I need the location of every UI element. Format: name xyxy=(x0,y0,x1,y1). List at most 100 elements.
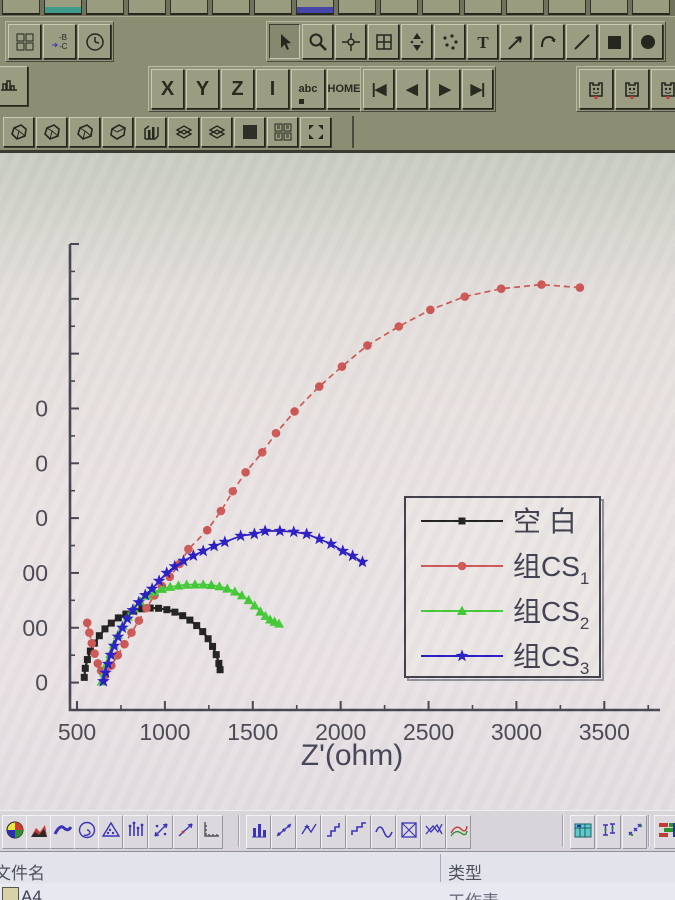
file-list-row[interactable]: A4 工作表 xyxy=(0,883,675,900)
y-tick-label: 00 xyxy=(22,615,48,641)
pointer-tool-button[interactable] xyxy=(269,24,300,59)
marker-star xyxy=(132,595,145,608)
column-resize-handle[interactable] xyxy=(440,854,441,882)
3d-rotate-y-button[interactable] xyxy=(36,117,67,147)
zoom-tool-button[interactable] xyxy=(302,24,333,59)
move-column-button[interactable]: -B -C xyxy=(43,24,76,59)
bug-button-3[interactable] xyxy=(651,69,675,109)
partial-button[interactable] xyxy=(632,0,670,15)
partial-button[interactable] xyxy=(170,0,208,15)
curve-chart-button[interactable] xyxy=(50,815,75,849)
label-column-button[interactable]: abc xyxy=(291,69,325,109)
color-grid-button[interactable] xyxy=(654,815,675,849)
partial-button[interactable] xyxy=(86,0,124,15)
line-symbol-button[interactable] xyxy=(271,815,296,849)
partial-button[interactable] xyxy=(212,0,250,15)
error-bars-button[interactable] xyxy=(596,815,621,849)
box-x-icon xyxy=(399,820,419,845)
set-x-button[interactable]: X xyxy=(151,69,184,109)
partial-button[interactable] xyxy=(2,0,40,15)
partial-button[interactable] xyxy=(338,0,376,15)
partial-button[interactable] xyxy=(380,0,418,15)
set-z-button[interactable]: Z xyxy=(221,69,254,109)
arrow-tool-button[interactable] xyxy=(500,24,531,59)
scatter-arrows-icon xyxy=(151,820,171,845)
worksheet-cells-button[interactable] xyxy=(8,24,41,59)
axes-button[interactable] xyxy=(198,815,223,849)
3d-layers-a-button[interactable] xyxy=(168,117,199,147)
marker-circle xyxy=(575,283,585,292)
rectangle-tool-button[interactable] xyxy=(599,24,630,59)
3d-bars-button[interactable] xyxy=(135,117,166,147)
x-tick-label: 3500 xyxy=(579,719,630,745)
toolbar-3d xyxy=(0,114,675,150)
marker-triangle xyxy=(229,586,240,596)
nav-prev-button[interactable]: ◀ xyxy=(396,69,427,109)
legend-box[interactable] xyxy=(404,496,601,678)
home-button[interactable]: HOME xyxy=(327,69,361,109)
toolbar-group-nav: |◀ ◀ ▶ ▶| xyxy=(360,66,496,112)
function-plot-button[interactable] xyxy=(396,815,421,849)
3d-rotate-z-button[interactable] xyxy=(69,117,100,147)
layout-panel-button[interactable] xyxy=(368,24,399,59)
3d-mesh-button[interactable] xyxy=(267,117,298,147)
worksheet-button[interactable] xyxy=(570,815,595,849)
marker-circle xyxy=(363,341,372,350)
partial-button[interactable] xyxy=(44,0,82,15)
polar-chart-button[interactable] xyxy=(74,815,99,849)
text-tool-button[interactable]: T xyxy=(467,24,498,59)
ternary-chart-button[interactable] xyxy=(98,815,123,849)
clock xyxy=(85,32,105,52)
stick-chart-button[interactable] xyxy=(123,815,148,849)
bug-button-2[interactable] xyxy=(615,69,649,109)
scatter-line-button[interactable] xyxy=(173,815,198,849)
marker-circle xyxy=(184,544,193,554)
vector-chart-button[interactable] xyxy=(148,815,173,849)
3d-fill-button[interactable] xyxy=(234,117,265,147)
partial-button[interactable] xyxy=(464,0,502,15)
set-y-button[interactable]: Y xyxy=(186,69,219,109)
3d-rotate-x-button[interactable] xyxy=(3,117,34,147)
partial-button[interactable] xyxy=(128,0,166,15)
double-y-button[interactable] xyxy=(421,815,446,849)
type-column-header[interactable]: 类型 xyxy=(448,864,482,883)
circle-tool-button[interactable] xyxy=(632,24,663,59)
3d-tilt-button[interactable] xyxy=(102,117,133,147)
multi-line-button[interactable] xyxy=(446,815,471,849)
3d-layers-b-button[interactable] xyxy=(201,117,232,147)
region-select-button[interactable] xyxy=(434,24,465,59)
marker-square xyxy=(209,642,217,650)
line-tool-button[interactable] xyxy=(566,24,597,59)
curve-tool-button[interactable] xyxy=(533,24,564,59)
partial-button[interactable] xyxy=(506,0,544,15)
step-chart-button[interactable] xyxy=(321,815,346,849)
pie-chart-button[interactable] xyxy=(2,815,27,849)
partial-button[interactable] xyxy=(296,0,334,15)
3d-expand-button[interactable] xyxy=(300,117,331,147)
step2-chart-button[interactable] xyxy=(346,815,371,849)
area-chart-button[interactable] xyxy=(26,815,51,849)
legend-label: 组CS1 xyxy=(513,551,589,588)
marker-square xyxy=(107,619,115,627)
toolbar-separator xyxy=(562,815,563,847)
zigzag-star-button[interactable] xyxy=(296,815,321,849)
partial-button[interactable] xyxy=(254,0,292,15)
error-bar-button[interactable]: I xyxy=(256,69,289,109)
marker-circle xyxy=(271,428,281,438)
jitter-button[interactable] xyxy=(622,815,647,849)
filename-column-header[interactable]: 文件名 xyxy=(0,864,45,883)
expand-vertical-button[interactable] xyxy=(401,24,432,59)
partial-button[interactable] xyxy=(590,0,628,15)
partial-button[interactable] xyxy=(422,0,460,15)
clock-button[interactable] xyxy=(78,24,111,59)
nav-last-button[interactable]: ▶| xyxy=(462,69,493,109)
nav-first-button[interactable]: |◀ xyxy=(363,69,394,109)
file-name-cell[interactable]: A4 xyxy=(21,887,42,900)
nav-next-button[interactable]: ▶ xyxy=(429,69,460,109)
spline-chart-button[interactable] xyxy=(371,815,396,849)
histogram-button[interactable] xyxy=(0,66,28,106)
bug-button-1[interactable] xyxy=(579,69,613,109)
partial-button[interactable] xyxy=(548,0,586,15)
data-reader-button[interactable] xyxy=(335,24,366,59)
column-chart-button[interactable] xyxy=(246,815,271,849)
